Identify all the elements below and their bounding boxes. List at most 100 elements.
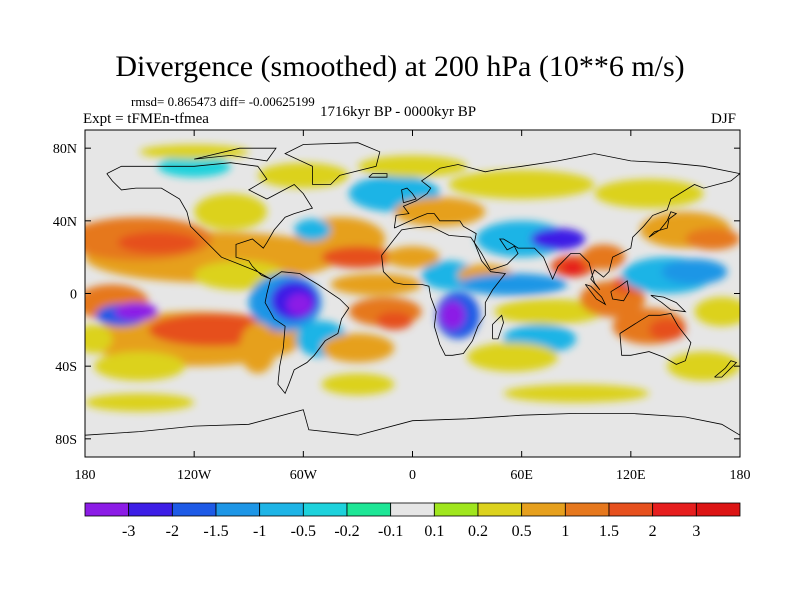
field-blob <box>494 298 604 325</box>
chart-title: Divergence (smoothed) at 200 hPa (10**6 … <box>115 50 685 83</box>
field-blob <box>321 333 395 363</box>
field-blob <box>694 297 740 327</box>
colorbar-swatch <box>695 502 741 517</box>
field-blob <box>667 351 740 381</box>
colorbar-swatch <box>302 502 348 517</box>
colorbar-swatch <box>477 502 523 517</box>
coastline-madagascar <box>492 314 504 340</box>
coastline-africa <box>381 225 507 356</box>
coastline-iceland <box>368 173 388 178</box>
coastline-new-zealand <box>714 360 738 378</box>
field-blob <box>321 246 395 269</box>
x-tick-label: 60W <box>290 468 318 483</box>
colorbar-swatch <box>84 502 130 517</box>
field-blob <box>661 258 728 285</box>
divergence-field <box>85 144 740 412</box>
field-blob <box>286 293 313 316</box>
field-blob <box>503 384 650 403</box>
colorbar-label: 3 <box>692 523 700 540</box>
colorbar-label: -3 <box>122 523 135 540</box>
x-tick-label: 180 <box>75 468 96 483</box>
field-blob <box>257 162 349 189</box>
axis-ticks: 180 120W 60W 0 60E 120E 180 80N 40N 0 40S 80S <box>53 130 751 483</box>
field-blob <box>221 237 277 259</box>
season-label: DJF <box>711 111 737 127</box>
field-blob <box>467 342 559 372</box>
field-blob <box>685 228 740 250</box>
x-tick-label: 180 <box>730 468 751 483</box>
field-blob <box>294 219 331 241</box>
field-blob <box>85 393 195 412</box>
field-blob <box>330 273 422 296</box>
coastline-borneo <box>610 280 630 302</box>
colorbar-swatch <box>521 502 566 517</box>
colorbar-swatch <box>564 502 610 517</box>
field-blob <box>239 322 277 374</box>
field-blob <box>594 179 704 209</box>
field-blob <box>530 228 586 250</box>
field-blob <box>117 231 198 254</box>
field-blob <box>376 311 413 330</box>
colorbar-swatch <box>433 502 479 517</box>
colorbar-label: 0.2 <box>468 523 488 540</box>
y-tick-label: 0 <box>70 288 77 303</box>
coastlines <box>85 142 740 436</box>
coastline-greenland <box>284 142 381 185</box>
x-tick-label: 0 <box>409 468 416 483</box>
field-blob <box>385 246 440 269</box>
coastline-antarctica <box>85 409 740 436</box>
colorbar-label: 0.1 <box>424 523 444 540</box>
colorbar-swatch <box>128 502 173 517</box>
coastline-south-america <box>264 271 350 395</box>
coastline-new-guinea <box>650 294 687 313</box>
colorbar-swatch <box>215 502 261 517</box>
colorbar-label: 1.5 <box>599 523 619 540</box>
x-tick-label: 120E <box>616 468 646 483</box>
field-blob <box>357 155 468 178</box>
field-blob <box>321 373 395 396</box>
x-tick-label: 120W <box>177 468 212 483</box>
colorbar-label: 1 <box>561 523 569 540</box>
colorbar-label: 2 <box>649 523 657 540</box>
coastline-japan <box>648 211 678 238</box>
colorbar-swatch <box>259 502 304 517</box>
field-blob <box>581 244 626 270</box>
colorbar: -3 -2 -1.5 -1 -0.5 -0.2 -0.1 0.1 0.2 0.5 1 1.5 2 3 <box>84 502 741 540</box>
colorbar-label: -2 <box>166 523 179 540</box>
field-blob <box>194 193 267 230</box>
x-tick-label: 60E <box>510 468 533 483</box>
field-blob <box>139 144 249 160</box>
coastline-eurasia <box>393 153 740 291</box>
field-blob <box>394 197 486 227</box>
field-blob <box>94 351 186 381</box>
colorbar-label: -0.1 <box>378 523 403 540</box>
y-tick-label: 80S <box>55 433 77 448</box>
coastline-australia <box>619 313 692 365</box>
colorbar-label: -0.2 <box>334 523 359 540</box>
y-tick-label: 40S <box>55 360 77 375</box>
field-blob <box>649 318 686 341</box>
colorbar-label: -1 <box>253 523 266 540</box>
coastline-north-america <box>106 162 314 280</box>
colorbar-swatch <box>390 502 435 517</box>
y-tick-label: 40N <box>53 215 77 230</box>
period-label: 1716kyr BP - 0000kyr BP <box>320 104 477 120</box>
field-blob <box>448 169 595 200</box>
colorbar-swatch <box>608 502 654 517</box>
coastline-uk <box>401 187 417 204</box>
field-blob <box>439 300 466 330</box>
colorbar-label: -0.5 <box>291 523 316 540</box>
colorbar-label: -1.5 <box>203 523 228 540</box>
field-blob <box>561 260 584 276</box>
colorbar-swatch <box>171 502 217 517</box>
experiment-label: Expt = tFMEn-tfmea <box>83 111 209 127</box>
field-blob <box>457 273 568 296</box>
coastline-sumatra <box>584 284 607 306</box>
colorbar-swatch <box>652 502 697 517</box>
coastline-canadian-arctic <box>194 147 277 162</box>
field-blob <box>114 302 158 321</box>
rmsd-diff-stats: rmsd= 0.865473 diff= -0.00625199 <box>131 94 315 109</box>
y-tick-label: 80N <box>53 142 77 157</box>
colorbar-swatch <box>346 502 392 517</box>
